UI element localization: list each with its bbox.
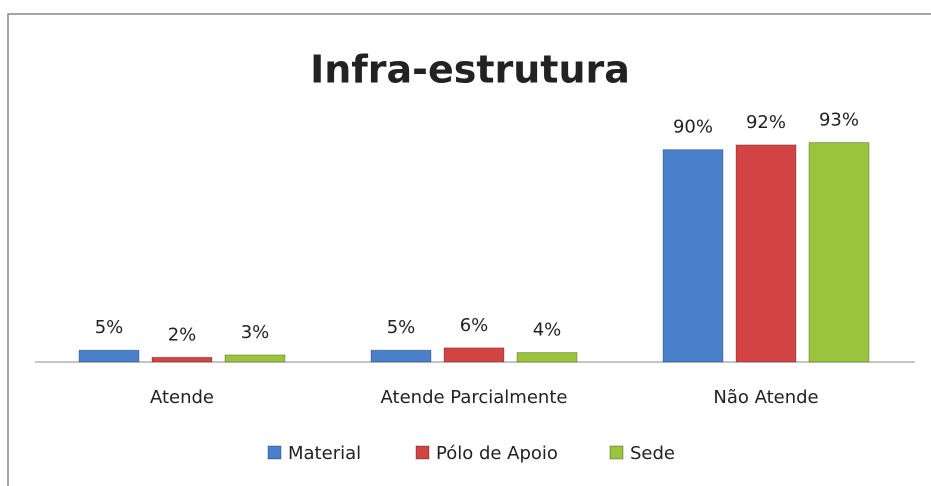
bar (735, 144, 797, 363)
bar (516, 352, 578, 363)
bar (808, 142, 870, 363)
legend-label: Material (288, 443, 361, 464)
legend-swatch (609, 445, 624, 460)
x-tick-label: Atende Parcialmente (381, 387, 568, 408)
x-tick-label: Atende (150, 387, 214, 408)
data-label: 92% (746, 112, 786, 133)
bar (662, 149, 724, 363)
bar (443, 347, 505, 363)
bar (370, 349, 432, 363)
data-label: 6% (460, 315, 489, 336)
legend-swatch (415, 445, 430, 460)
data-label: 5% (95, 317, 124, 338)
bar (151, 356, 213, 363)
bar (78, 349, 140, 363)
legend-label: Sede (630, 443, 675, 464)
data-label: 4% (533, 320, 562, 341)
data-label: 5% (387, 317, 416, 338)
data-label: 3% (241, 322, 270, 343)
x-tick-label: Não Atende (713, 387, 818, 408)
data-label: 2% (168, 324, 197, 345)
legend-swatch (267, 445, 282, 460)
legend-label: Pólo de Apoio (436, 443, 558, 464)
bar (224, 354, 286, 363)
data-label: 90% (673, 117, 713, 138)
data-label: 93% (819, 110, 859, 131)
chart-title: Infra-estrutura (310, 48, 630, 92)
